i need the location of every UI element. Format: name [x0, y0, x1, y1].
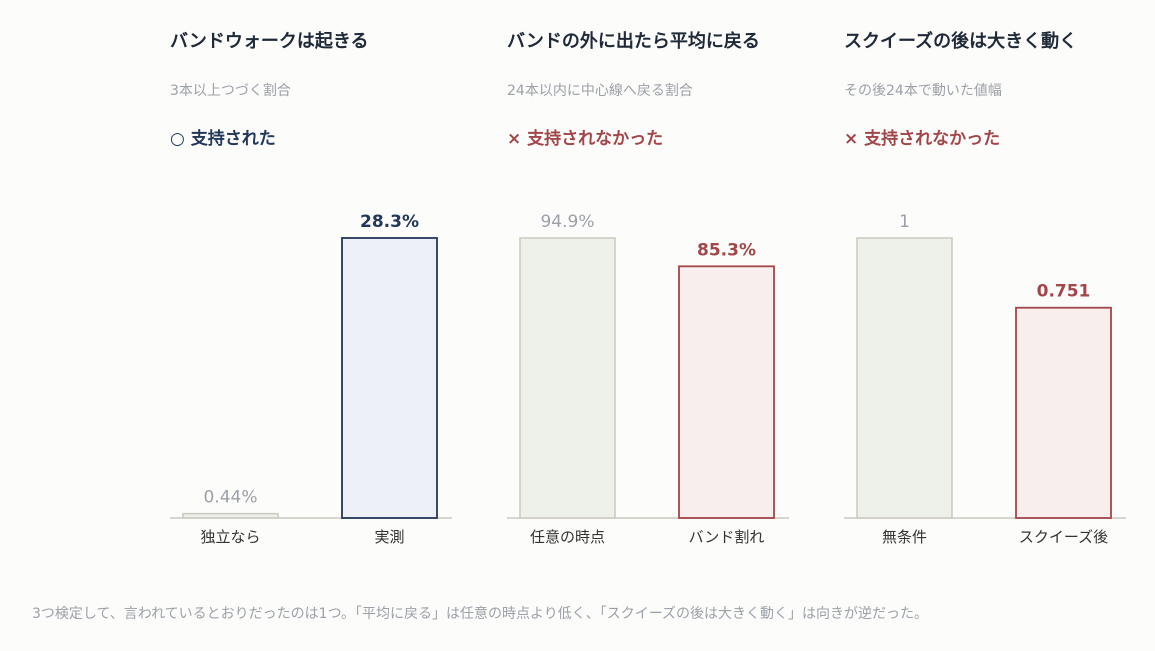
panel-squeeze: スクイーズの後は大きく動く その後24本で動いた値幅 × 支持されなかった 1 無… — [844, 0, 1144, 560]
verdict-text: 支持された — [190, 129, 276, 149]
bar-value-label: 85.3% — [697, 240, 756, 260]
verdict-mark: × — [844, 129, 859, 149]
panel-subtitle: 24本以内に中心線へ戻る割合 — [507, 83, 693, 99]
category-label: 任意の時点 — [530, 528, 605, 546]
bar-baseline — [182, 512, 279, 519]
panel-bandwalk: バンドウォークは起きる 3本以上つづく割合 ○ 支持された 0.44% 独立なら 2… — [170, 0, 470, 560]
bar-chart: 0.44% 独立なら 28.3% 実測 — [170, 212, 452, 546]
verdict: × 支持されなかった — [844, 124, 1000, 149]
verdict: ○ 支持された — [170, 124, 276, 149]
verdict-text: 支持されなかった — [527, 129, 664, 149]
verdict-mark: × — [507, 129, 522, 149]
bar-observed — [341, 237, 438, 519]
verdict: × 支持されなかった — [507, 124, 663, 149]
category-label: 実測 — [374, 528, 404, 546]
bar-chart: 94.9% 任意の時点 85.3% バンド割れ — [507, 212, 789, 546]
verdict-text: 支持されなかった — [864, 129, 1001, 149]
bar-baseline — [856, 237, 953, 519]
bar-value-label: 0.751 — [1037, 282, 1091, 302]
bar-observed — [1015, 306, 1112, 519]
panel-title: バンドの外に出たら平均に戻る — [507, 31, 760, 52]
verdict-mark: ○ — [170, 129, 185, 149]
bar-value-label: 0.44% — [203, 488, 257, 508]
category-label: 無条件 — [882, 528, 927, 546]
category-label: バンド割れ — [689, 528, 765, 546]
bar-baseline — [519, 237, 616, 519]
bar-observed — [678, 265, 775, 519]
panel-title: バンドウォークは起きる — [170, 31, 369, 52]
category-label: スクイーズ後 — [1019, 528, 1108, 546]
bar-value-label: 28.3% — [360, 212, 419, 232]
bar-value-label: 94.9% — [540, 212, 594, 232]
panel-title: スクイーズの後は大きく動く — [844, 31, 1078, 52]
bar-chart: 1 無条件 0.751 スクイーズ後 — [844, 212, 1126, 546]
panel-subtitle: 3本以上つづく割合 — [170, 83, 291, 99]
bar-value-label: 1 — [899, 212, 910, 232]
footnote: 3つ検定して、言われているとおりだったのは1つ。「平均に戻る」は任意の時点より低… — [32, 606, 929, 622]
panel-subtitle: その後24本で動いた値幅 — [844, 83, 1002, 99]
panel-mean-reversion: バンドの外に出たら平均に戻る 24本以内に中心線へ戻る割合 × 支持されなかった… — [507, 0, 807, 560]
category-label: 独立なら — [200, 528, 260, 546]
